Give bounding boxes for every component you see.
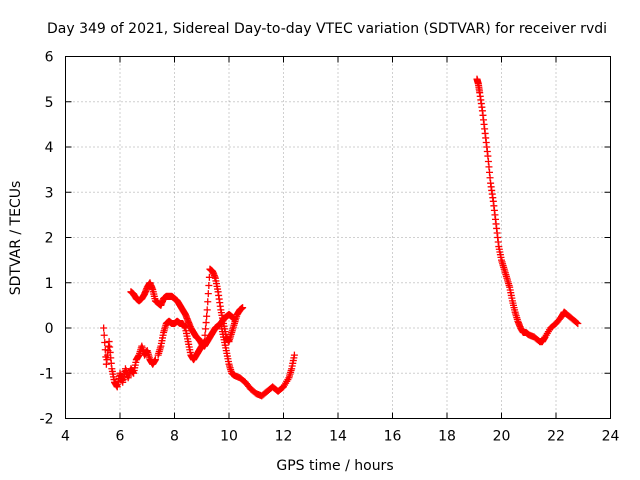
data-point xyxy=(204,298,212,306)
x-tick-label: 22 xyxy=(547,429,565,445)
y-tick-label: 0 xyxy=(45,321,54,337)
data-point xyxy=(202,325,210,333)
x-tick-label: 6 xyxy=(116,429,125,445)
y-axis: -2 -1 0 1 2 3 4 5 6 xyxy=(40,50,611,428)
grid xyxy=(65,56,611,419)
data-point xyxy=(205,281,213,289)
y-tick-label: 6 xyxy=(45,50,54,66)
data-point xyxy=(203,306,211,314)
data-series xyxy=(100,324,159,391)
data-point xyxy=(201,331,209,339)
y-tick-label: 5 xyxy=(45,95,54,111)
data-point xyxy=(200,338,208,346)
y-tick-label: 2 xyxy=(45,231,54,247)
y-tick-label: 4 xyxy=(45,140,54,156)
data-series xyxy=(154,265,247,364)
data-point xyxy=(100,331,108,339)
data-point xyxy=(574,319,582,327)
data-point xyxy=(151,356,159,364)
x-tick-label: 8 xyxy=(170,429,179,445)
y-tick-label: 1 xyxy=(45,276,54,292)
x-tick-label: 10 xyxy=(220,429,238,445)
chart-title: Day 349 of 2021, Sidereal Day-to-day VTE… xyxy=(47,21,607,37)
data-series xyxy=(217,319,298,400)
x-axis-label: GPS time / hours xyxy=(276,458,393,474)
data-point xyxy=(202,319,210,327)
y-axis-label: SDTVAR / TECUs xyxy=(8,181,24,296)
y-tick-label: -1 xyxy=(40,366,54,382)
x-tick-label: 12 xyxy=(275,429,293,445)
x-axis: 4 6 8 10 12 14 16 18 20 22 24 xyxy=(61,56,620,445)
y-tick-label: -2 xyxy=(40,412,54,428)
x-tick-label: 16 xyxy=(384,429,402,445)
data-point xyxy=(204,290,212,298)
data-point xyxy=(101,338,109,346)
x-tick-label: 24 xyxy=(602,429,620,445)
y-tick-label: 3 xyxy=(45,185,54,201)
data-point xyxy=(290,351,298,359)
data-point xyxy=(239,304,247,312)
data-series xyxy=(473,75,582,346)
x-tick-label: 14 xyxy=(329,429,347,445)
x-tick-label: 18 xyxy=(438,429,456,445)
data-point xyxy=(100,324,108,332)
x-tick-label: 4 xyxy=(61,429,70,445)
data-point xyxy=(203,312,211,320)
data-point xyxy=(573,319,581,327)
data-points xyxy=(100,75,582,400)
x-tick-label: 20 xyxy=(493,429,511,445)
